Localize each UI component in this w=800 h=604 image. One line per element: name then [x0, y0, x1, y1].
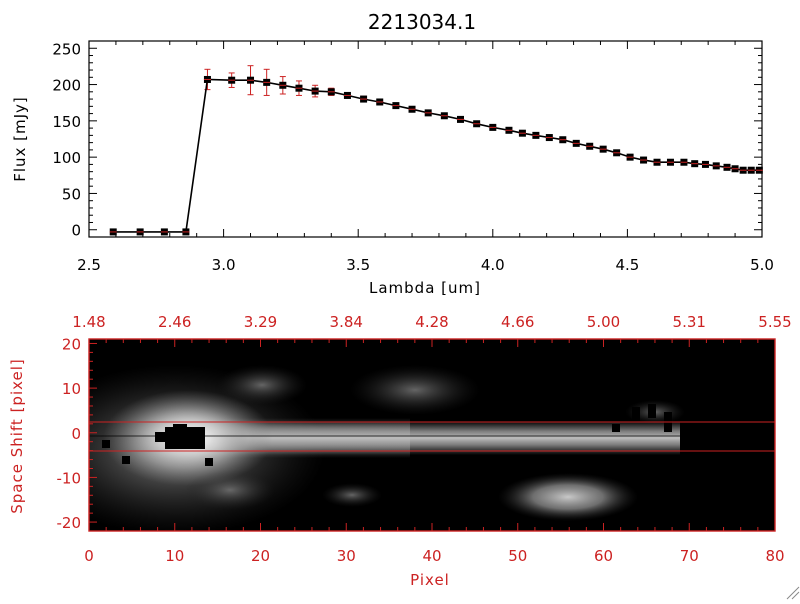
image-y-ticks: -20 -10 0 10 20 — [57, 335, 97, 532]
image-top-wavelength-ticks: 1.48 2.46 3.29 3.84 4.28 4.66 5.00 5.31 5.55 — [72, 313, 792, 347]
spectrum-y-ticks: 0 50 100 150 200 250 — [52, 40, 762, 240]
image-top-tick-label: 3.84 — [330, 313, 363, 331]
spectrum-x-tick-label: 5.0 — [750, 256, 774, 274]
spectrum-plot: 2213034.1 2.5 3.0 3.5 4.0 4.5 5.0 0 50 100 150 20… — [11, 10, 774, 297]
spectrum-line — [113, 78, 760, 233]
image-x-tick-label: 10 — [165, 547, 184, 565]
image-x-tick-label: 0 — [84, 547, 94, 565]
spectral-image — [89, 339, 775, 531]
spectral-image-plot: 0 10 20 30 40 50 60 70 80 1.48 2.46 3.29 3.84 4.28 4.… — [8, 313, 792, 589]
spectrum-x-ticks: 2.5 3.0 3.5 4.0 4.5 5.0 — [77, 41, 774, 274]
image-x-tick-label: 80 — [765, 547, 784, 565]
spectrum-y-tick-label: 250 — [52, 40, 81, 58]
image-top-tick-label: 5.55 — [758, 313, 791, 331]
spectrum-title: 2213034.1 — [368, 10, 476, 34]
spectrum-y-tick-label: 100 — [52, 149, 81, 167]
image-top-tick-label: 3.29 — [244, 313, 277, 331]
spectrum-x-tick-label: 2.5 — [77, 256, 101, 274]
image-top-tick-label: 5.00 — [587, 313, 620, 331]
image-top-tick-label: 1.48 — [72, 313, 105, 331]
image-y-tick-label: 0 — [71, 425, 81, 443]
image-x-tick-label: 30 — [337, 547, 356, 565]
image-x-tick-label: 70 — [680, 547, 699, 565]
image-top-tick-label: 5.31 — [673, 313, 706, 331]
image-x-ticks: 0 10 20 30 40 50 60 70 80 — [84, 523, 785, 565]
spectrum-y-tick-label: 0 — [71, 222, 81, 240]
image-y-tick-label: 20 — [62, 335, 81, 353]
spectrum-y-tick-label: 50 — [62, 185, 81, 203]
spectrum-x-tick-label: 3.0 — [212, 256, 236, 274]
image-y-label: Space Shift [pixel] — [8, 358, 26, 514]
spectrum-markers — [109, 75, 763, 236]
image-y-tick-label: 10 — [62, 380, 81, 398]
spectrum-plot-frame — [88, 40, 763, 238]
image-top-tick-label: 2.46 — [158, 313, 191, 331]
image-y-tick-label: -20 — [57, 514, 82, 532]
image-top-tick-label: 4.28 — [415, 313, 448, 331]
image-x-tick-label: 40 — [422, 547, 441, 565]
spectrum-x-tick-label: 4.0 — [481, 256, 505, 274]
image-y-tick-label: -10 — [57, 469, 82, 487]
spectrum-x-label: Lambda [um] — [369, 279, 481, 297]
spectrum-y-tick-label: 150 — [52, 113, 81, 131]
spectrum-x-tick-label: 4.5 — [615, 256, 639, 274]
resize-grip-icon — [786, 586, 800, 600]
image-x-tick-label: 20 — [251, 547, 270, 565]
image-x-tick-label: 50 — [508, 547, 527, 565]
spectrum-x-tick-label: 3.5 — [346, 256, 370, 274]
image-x-label: Pixel — [410, 571, 450, 589]
spectrum-error-bars — [204, 65, 763, 173]
image-top-tick-label: 4.66 — [501, 313, 534, 331]
spectrum-y-tick-label: 200 — [52, 77, 81, 95]
image-x-tick-label: 60 — [594, 547, 613, 565]
spectrum-y-label: Flux [mJy] — [11, 96, 29, 182]
